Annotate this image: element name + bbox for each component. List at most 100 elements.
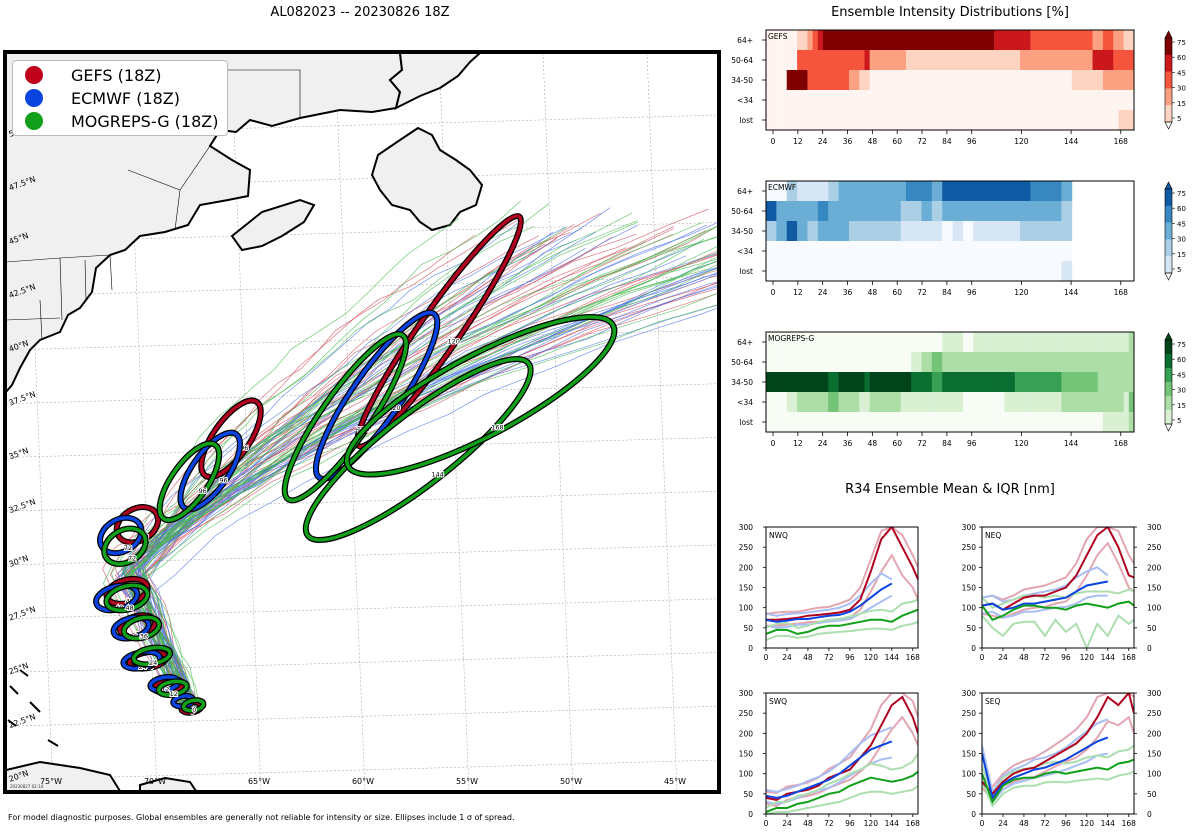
heatmap-cell xyxy=(864,412,871,433)
heatmap-cell xyxy=(1056,30,1062,51)
heatmap-x-label: 24 xyxy=(818,288,828,297)
heatmap-cell xyxy=(828,372,834,393)
heatmap-cell xyxy=(1102,392,1109,413)
heatmap-cell xyxy=(1097,392,1104,413)
heatmap-cell xyxy=(817,90,824,111)
heatmap-cell xyxy=(817,261,824,282)
heatmap-cell xyxy=(895,261,902,282)
heatmap-cell xyxy=(1061,392,1068,413)
heatmap-cell xyxy=(874,372,881,393)
heatmap-cell xyxy=(859,30,865,51)
heatmap-cell xyxy=(838,110,845,131)
heatmap-cell xyxy=(1051,241,1057,262)
heatmap-cell xyxy=(895,241,902,262)
heatmap-cell xyxy=(942,181,948,202)
r34-ecmwf-mean-line xyxy=(982,580,1108,611)
heatmap-cell xyxy=(797,332,803,353)
heatmap-cell xyxy=(1066,50,1073,71)
colorbar-top-arrow xyxy=(1164,181,1173,190)
heatmap-cell xyxy=(931,201,938,222)
heatmap-cell xyxy=(1097,412,1104,433)
r34-y-label: 300 xyxy=(1147,523,1162,532)
heatmap-cell xyxy=(1035,332,1042,353)
heatmap-cell xyxy=(833,392,839,413)
heatmap-cell xyxy=(1076,352,1083,373)
heatmap-cell xyxy=(1087,110,1093,131)
r34-x-label: 48 xyxy=(803,653,813,662)
heatmap-cell xyxy=(1030,241,1036,262)
heatmap-cell xyxy=(1045,221,1052,242)
heatmap-cell xyxy=(791,332,798,353)
r34-y-label: 100 xyxy=(739,604,754,613)
heatmap-cell xyxy=(838,30,845,51)
heatmap-cell xyxy=(791,352,798,373)
heatmap-cell xyxy=(1061,332,1068,353)
heatmap-cell xyxy=(988,181,995,202)
heatmap-cell xyxy=(1035,30,1042,51)
heatmap-cell xyxy=(988,372,995,393)
heatmap-cell xyxy=(786,201,793,222)
heatmap-cell xyxy=(1066,70,1073,91)
heatmap-cell xyxy=(916,90,922,111)
heatmap-cell xyxy=(926,70,933,91)
heatmap-cell xyxy=(999,70,1005,91)
heatmap-cell xyxy=(781,70,788,91)
heatmap-cell xyxy=(957,181,964,202)
r34-y-label-left: 150 xyxy=(962,750,977,759)
r34-x-label: 168 xyxy=(1122,653,1137,662)
heatmap-cell xyxy=(797,201,803,222)
heatmap-cell xyxy=(1123,50,1130,71)
heatmap-cell xyxy=(828,261,834,282)
heatmap-cell xyxy=(1045,261,1052,282)
heatmap-cell xyxy=(890,201,896,222)
ellipse-mogreps-g-96: 96 xyxy=(156,440,223,524)
heatmap-cell xyxy=(1118,110,1125,131)
heatmap-cell xyxy=(957,110,964,131)
colorbar-tick-label: 30 xyxy=(1177,85,1186,93)
heatmap-cell xyxy=(942,30,948,51)
heatmap-cell xyxy=(823,261,829,282)
colorbar-tick-label: 5 xyxy=(1177,266,1181,274)
heatmap-cell xyxy=(962,221,969,242)
colorbar-segment xyxy=(1165,256,1172,274)
heatmap-cell xyxy=(1061,261,1068,282)
heatmap-cell xyxy=(916,30,922,51)
lon-tick-label: 55°W xyxy=(456,777,478,786)
r34-panel-swq: SWQ 0 24 48 72 96 120 144 168 0 50 100 150 200 250 300 xyxy=(739,689,920,828)
heatmap-cell xyxy=(1009,372,1016,393)
bahamas-islands xyxy=(7,669,59,747)
colorbar-frame xyxy=(1164,188,1173,274)
heatmap-cell xyxy=(848,392,855,413)
heatmap-cell xyxy=(1066,392,1073,413)
heatmap-cell xyxy=(1025,392,1031,413)
heatmap-cell xyxy=(864,70,871,91)
heatmap-cell xyxy=(1004,261,1011,282)
r34-ecmwf-q1-line xyxy=(982,752,1108,804)
heatmap-cell xyxy=(1030,412,1036,433)
heatmap-cell xyxy=(786,412,793,433)
r34-y-label-left: 50 xyxy=(966,790,976,799)
heatmap-cell xyxy=(1009,30,1016,51)
heatmap-cell xyxy=(1123,352,1130,373)
heatmap-cell xyxy=(988,201,995,222)
heatmap-cell xyxy=(833,70,839,91)
heatmap-cell xyxy=(994,241,1000,262)
heatmap-cell xyxy=(1025,261,1031,282)
heatmap-cell xyxy=(791,50,798,71)
heatmap-cell xyxy=(807,261,814,282)
heatmap-cell xyxy=(1045,110,1052,131)
heatmap-cell xyxy=(905,50,912,71)
heatmap-cell xyxy=(771,392,777,413)
heatmap-cell xyxy=(900,110,907,131)
heatmap-row-label: <34 xyxy=(737,96,753,105)
heatmap-cell xyxy=(1082,352,1088,373)
heatmap-cell xyxy=(926,241,933,262)
heatmap-cell xyxy=(999,241,1005,262)
heatmap-cell xyxy=(838,181,845,202)
heatmap-cell xyxy=(1123,372,1130,393)
heatmap-cell xyxy=(968,332,974,353)
heatmap-cell xyxy=(916,392,922,413)
heatmap-cell xyxy=(823,70,829,91)
r34-plot-area xyxy=(982,527,1134,648)
heatmap-cell xyxy=(1051,412,1057,433)
